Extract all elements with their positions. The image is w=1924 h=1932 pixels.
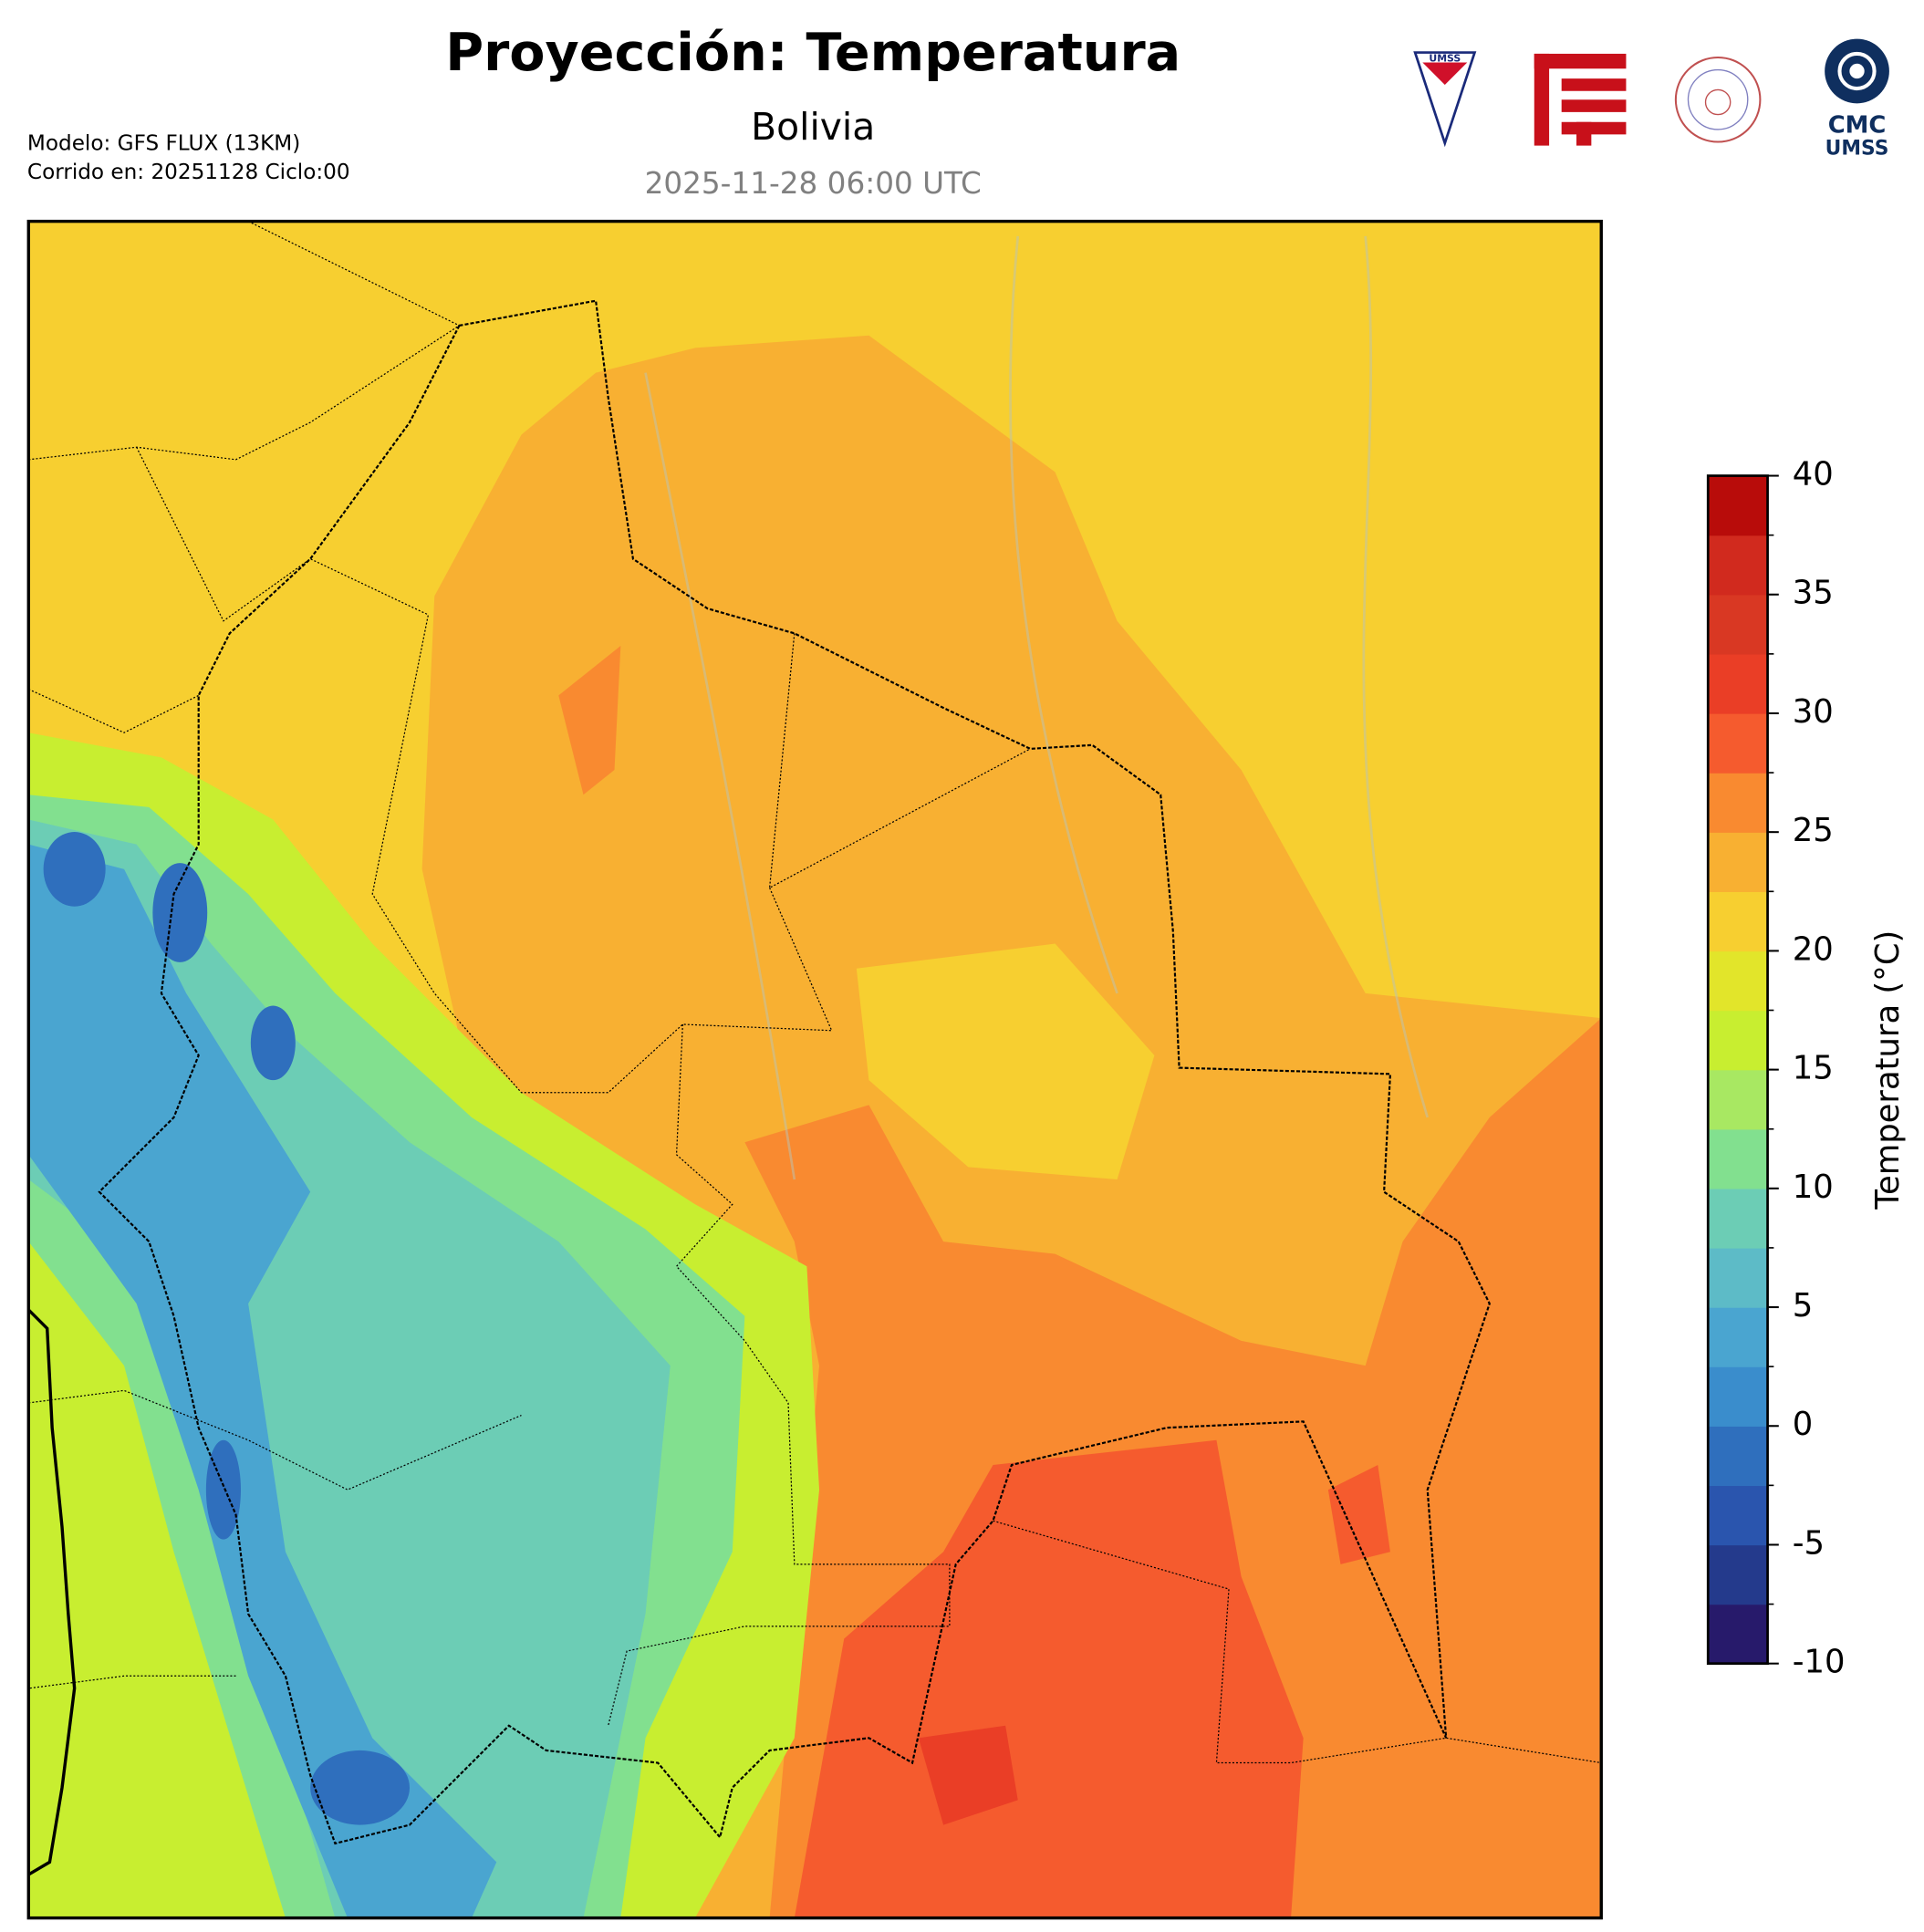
colorbar-label: Temperatura (°C) (1869, 930, 1907, 1210)
run-info: Corrido en: 20251128 Ciclo:00 (27, 161, 350, 184)
colorbar-band (1708, 891, 1768, 952)
logo-fisica (1674, 56, 1762, 143)
colorbar-tick-label: 40 (1793, 456, 1834, 493)
colorbar-tick-label: 5 (1793, 1287, 1814, 1324)
colorbar-band (1708, 653, 1768, 714)
colorbar-tick-label: 25 (1793, 812, 1834, 849)
logo-fcyt (1534, 53, 1627, 146)
colorbar-band (1708, 535, 1768, 596)
colorbar-band (1708, 475, 1768, 536)
colorbar-band (1708, 1188, 1768, 1249)
colorbar-band (1708, 950, 1768, 1012)
colorbar-tick-label: 30 (1793, 693, 1834, 731)
colorbar-band (1708, 832, 1768, 892)
colorbar-band (1708, 1247, 1768, 1308)
model-info: Modelo: GFS FLUX (13KM) (27, 132, 300, 156)
colorbar-tick-label: 15 (1793, 1050, 1834, 1087)
colorbar-band (1708, 1485, 1768, 1546)
logo-umss: UMSS (1413, 51, 1477, 148)
colorbar-band (1708, 773, 1768, 833)
valid-time: 2025-11-28 06:00 UTC (645, 166, 982, 201)
colorbar-tick-label: -5 (1793, 1524, 1825, 1562)
colorbar-band (1708, 1366, 1768, 1427)
colorbar-band (1708, 712, 1768, 774)
colorbar-band (1708, 1010, 1768, 1071)
colorbar-band (1708, 1426, 1768, 1487)
colorbar-band (1708, 1307, 1768, 1367)
colorbar-tick-label: 35 (1793, 575, 1834, 612)
logo-cmc: CMC UMSS (1825, 38, 1889, 161)
temperature-map (28, 221, 1602, 1918)
colorbar-tick-label: -10 (1793, 1644, 1846, 1681)
logo-text: UMSS (1825, 138, 1889, 161)
map-frame (26, 219, 1603, 1920)
logo-text: CMC (1828, 111, 1887, 139)
colorbar-band (1708, 1069, 1768, 1130)
colorbar: -10 -5 0 5 10 15 20 25 30 35 40 Temperatura (°C) (1706, 456, 1907, 1681)
colorbar-band (1708, 1544, 1768, 1605)
colorbar-tick-label: 20 (1793, 930, 1834, 968)
colorbar-band (1708, 1128, 1768, 1189)
colorbar-band (1708, 1604, 1768, 1665)
colorbar-band (1708, 594, 1768, 655)
logo-text: UMSS (1429, 52, 1461, 64)
colorbar-tick-label: 10 (1793, 1169, 1834, 1206)
subtitle: Bolivia (751, 105, 875, 149)
title: Proyección: Temperatura (445, 23, 1180, 83)
colorbar-tick-label: 0 (1793, 1406, 1814, 1443)
